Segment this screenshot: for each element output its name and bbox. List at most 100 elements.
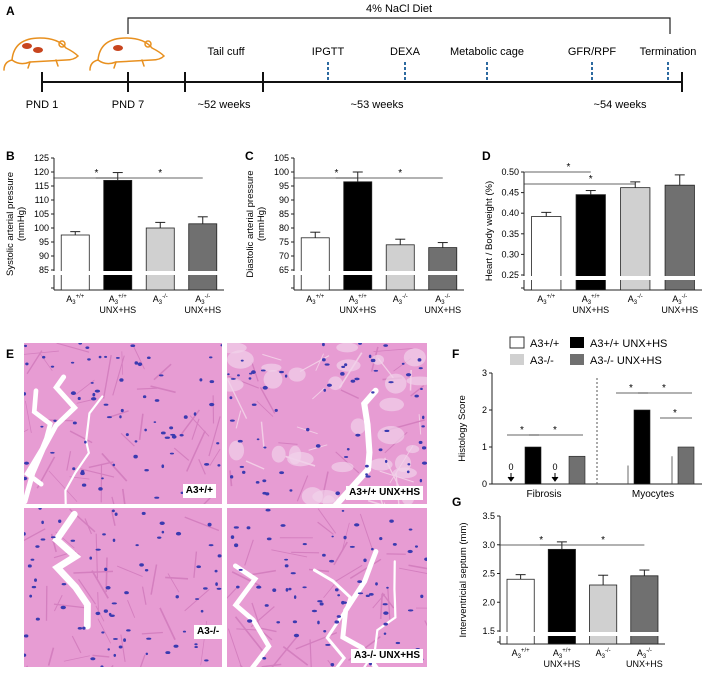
tissue-fiber (110, 510, 116, 526)
nucleus (183, 415, 188, 419)
procedure-dexa: DEXA (390, 46, 421, 58)
x-tick-label-sup: +/+ (316, 294, 325, 300)
y-tick-label: 2.5 (482, 569, 495, 579)
nucleus (101, 477, 104, 480)
y-tick-label: 0 (482, 479, 487, 489)
tissue-pale-region (371, 354, 385, 365)
nucleus (119, 415, 122, 419)
tissue-fiber (349, 558, 382, 580)
nucleus (350, 379, 356, 383)
tissue-fiber (227, 375, 260, 389)
y-tick-label: 70 (279, 251, 289, 261)
tissue-fiber (186, 430, 206, 472)
x-tick-label: A3+/+ (537, 294, 556, 306)
tissue-fiber (127, 600, 136, 618)
tissue-fiber (259, 387, 276, 414)
panel-letter-e: E (6, 347, 14, 361)
nucleus (371, 391, 375, 394)
tissue-fiber (317, 508, 337, 534)
nucleus (126, 629, 131, 632)
tissue-pale-region (322, 495, 335, 504)
nucleus (90, 657, 96, 661)
significance-star: * (95, 168, 99, 179)
bar (145, 227, 175, 291)
nucleus (288, 587, 292, 591)
x-tick-label-sup: -/- (646, 648, 652, 654)
bar (300, 237, 330, 291)
nucleus (344, 363, 348, 367)
nucleus (256, 438, 260, 441)
nucleus (262, 385, 268, 390)
axis-break (494, 632, 667, 636)
nucleus (230, 535, 235, 540)
tissue-fiber (191, 418, 200, 440)
nucleus (179, 433, 184, 437)
x-tick-label-sup: -/- (402, 294, 408, 300)
nucleus (146, 356, 151, 360)
nucleus (196, 565, 201, 569)
nucleus (164, 436, 170, 439)
x-tick-label-sup: -/- (205, 294, 211, 300)
nucleus (133, 454, 138, 459)
tissue-fiber (116, 565, 143, 577)
nucleus (365, 594, 370, 598)
nucleus (325, 643, 331, 646)
y-tick-label: 2.0 (482, 597, 495, 607)
y-tick-label: 75 (279, 237, 289, 247)
nucleus (159, 521, 165, 525)
chart-interventricular-septum: 1.5 2.0 2.5 3.0 3.5 Interventricial septum (m… (458, 511, 667, 669)
tissue-fiber (120, 634, 126, 662)
nucleus (30, 558, 35, 561)
nucleus (230, 378, 236, 380)
timeline-panel: 4% NaCl Diet PND 1 PND 7 Tail cuff IPGTT… (3, 3, 696, 111)
nucleus (24, 653, 27, 657)
nucleus (364, 464, 369, 468)
nucleus (233, 526, 239, 529)
nucleus (124, 591, 129, 595)
timeline-point-pnd7: PND 7 (112, 99, 144, 111)
nucleus (209, 356, 213, 359)
y-axis-label: Diastolic arterial pressure(mmHg) (245, 170, 267, 277)
nucleus (24, 461, 30, 465)
tissue-fiber (262, 353, 282, 361)
nucleus (111, 509, 115, 513)
tissue-fiber (193, 551, 198, 578)
y-tick-label: 0.30 (501, 249, 519, 259)
tissue-fiber (227, 628, 242, 667)
tissue-pale-region (394, 454, 412, 473)
nucleus (120, 408, 124, 413)
tissue-fiber (309, 639, 312, 667)
y-tick-label: 95 (279, 181, 289, 191)
nucleus (424, 557, 427, 561)
x-tick-label-base: A (435, 294, 441, 304)
nucleus (169, 452, 175, 455)
axis-break (518, 276, 704, 280)
nucleus (209, 380, 215, 384)
nucleus (82, 626, 86, 630)
nucleus (341, 509, 345, 512)
tissue-pale-region (336, 343, 359, 353)
nucleus (260, 369, 266, 372)
x-tick-label-treat: UNX+HS (339, 305, 376, 315)
tissue-fiber (139, 654, 146, 667)
x-tick-label-sub: 3 (678, 300, 682, 306)
nucleus (103, 609, 108, 613)
nucleus (208, 544, 214, 547)
nucleus (421, 425, 425, 428)
tissue-pale-region (288, 367, 306, 382)
tissue-fiber (159, 607, 176, 641)
tissue-fiber (373, 348, 414, 353)
y-tick-label: 0.45 (501, 188, 519, 198)
nucleus (77, 627, 83, 630)
y-axis-label-line1: Systolic arterial pressure (5, 172, 16, 276)
tissue-fiber (141, 586, 147, 605)
nucleus (95, 548, 101, 551)
x-tick-label-sup: -/- (605, 648, 611, 654)
nucleus (417, 358, 422, 362)
nucleus (371, 547, 374, 551)
nucleus (229, 396, 233, 400)
nucleus (418, 367, 423, 370)
nucleus (251, 403, 257, 406)
nucleus (182, 630, 187, 633)
nucleus (119, 378, 124, 382)
